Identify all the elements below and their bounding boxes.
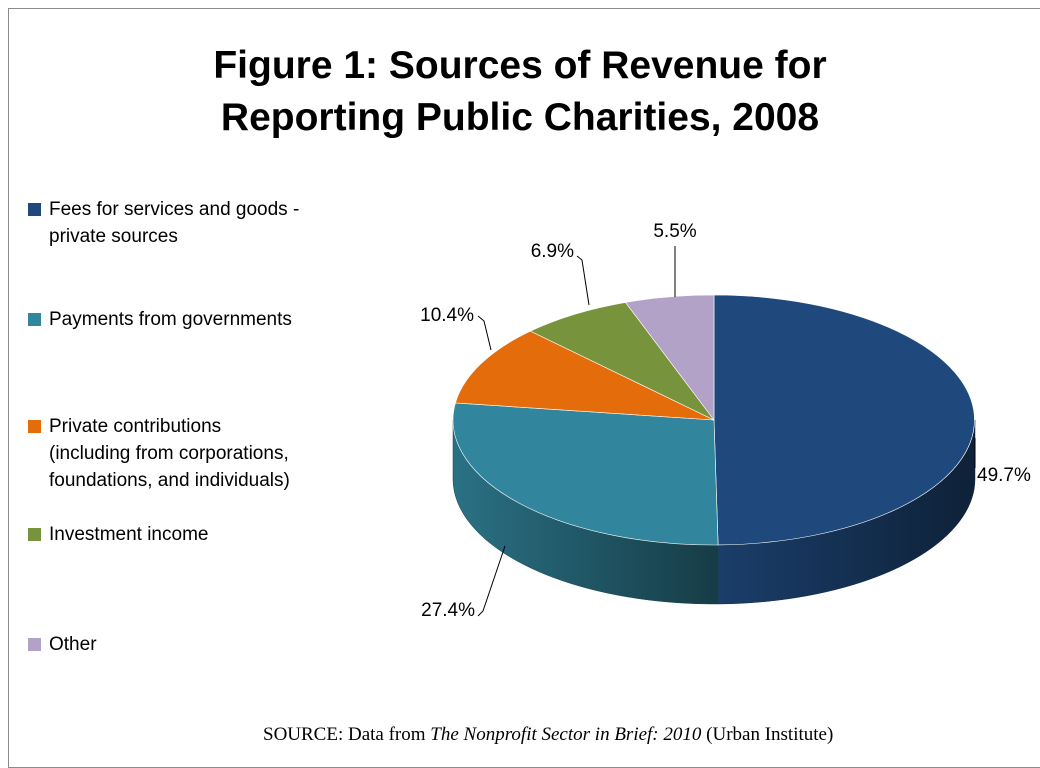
leader-line-contributions [477,315,492,351]
legend-swatch-government [28,313,41,326]
legend-label-contributions-line-3: foundations, and individuals) [49,470,290,491]
source-suffix: (Urban Institute) [701,724,834,745]
legend-label-contributions-line-2: (including from corporations, [49,443,289,464]
data-label-other: 5.5% [653,221,696,242]
legend-label-other: Other [49,631,379,658]
pie-slice-contributions [455,330,715,421]
legend-swatch-other [28,638,41,651]
chart-title: Figure 1: Sources of Revenue for Reporti… [0,40,1040,144]
pie-slice-other [624,294,715,421]
legend-swatch-fees [28,203,41,216]
pie-slice-government [452,402,719,546]
legend-label-government: Payments from governments [49,306,379,333]
legend-swatch-contributions [28,420,41,433]
legend-label-other-line-1: Other [49,634,97,655]
pie-slice-investment [529,302,715,421]
source-prefix: SOURCE: Data from [263,724,431,745]
data-label-contributions: 10.4% [420,305,474,326]
data-label-fees: 49.7% [977,465,1031,486]
legend-label-fees-line-1: Fees for services and goods - [49,199,300,220]
legend-label-investment: Investment income [49,521,379,548]
source-title: The Nonprofit Sector in Brief: 2010 [430,724,702,745]
chart-title-line-2: Reporting Public Charities, 2008 [220,96,820,139]
chart-title-line-1: Figure 1: Sources of Revenue for [213,44,827,87]
legend-label-fees: Fees for services and goods - private so… [49,196,379,250]
pie-slice-fees [713,294,975,546]
legend-label-government-line-1: Payments from governments [49,309,292,330]
data-label-investment: 6.9% [531,241,574,262]
leader-line-investment [576,255,590,306]
legend-label-fees-line-2: private sources [49,226,178,247]
legend-label-contributions: Private contributions (including from co… [49,413,379,494]
legend-label-contributions-line-1: Private contributions [49,416,222,437]
leader-line-government [477,545,506,617]
source-note: SOURCE: Data from The Nonprofit Sector i… [263,724,833,746]
data-label-government: 27.4% [421,600,475,621]
legend-label-investment-line-1: Investment income [49,524,209,545]
legend-swatch-investment [28,528,41,541]
